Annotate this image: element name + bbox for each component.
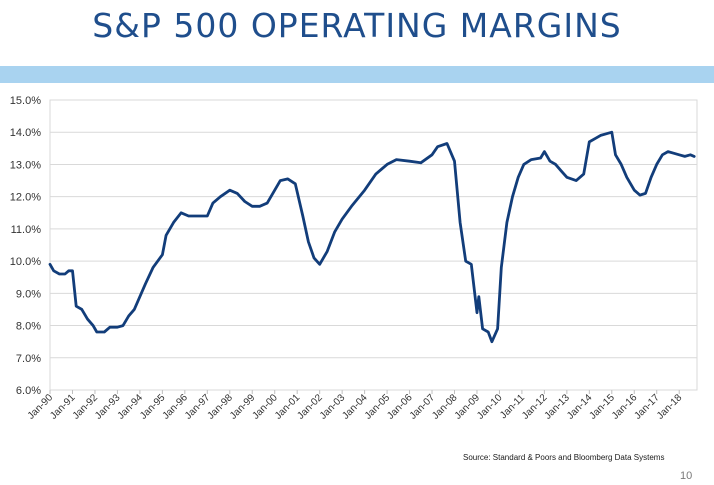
title-accent-band [0,66,714,83]
slide-title: S&P 500 OPERATING MARGINS [92,6,622,45]
y-tick-label: 9.0% [16,288,41,300]
y-tick-label: 10.0% [10,256,41,268]
source-note: Source: Standard & Poors and Bloomberg D… [463,453,665,462]
operating-margin-line [48,130,696,344]
y-tick-label: 7.0% [16,353,41,365]
page-number: 10 [680,470,693,482]
y-tick-label: 8.0% [16,321,41,333]
x-tick-label: Jan-10 [475,392,505,422]
y-tick-label: 11.0% [11,224,42,236]
y-tick-label: 13.0% [10,159,41,171]
y-tick-label: 6.0% [16,385,41,397]
operating-margin-chart: 6.0% 7.0% 8.0% 9.0% 10.0% 11.0% 12.0% 13.0% 14.0… [10,95,698,422]
x-tick-label: Jan-18 [655,392,685,422]
plot-frame [49,99,698,391]
y-tick-label: 14.0% [10,127,41,139]
y-tick-label: 12.0% [10,192,41,204]
y-tick-label: 15.0% [10,95,41,107]
